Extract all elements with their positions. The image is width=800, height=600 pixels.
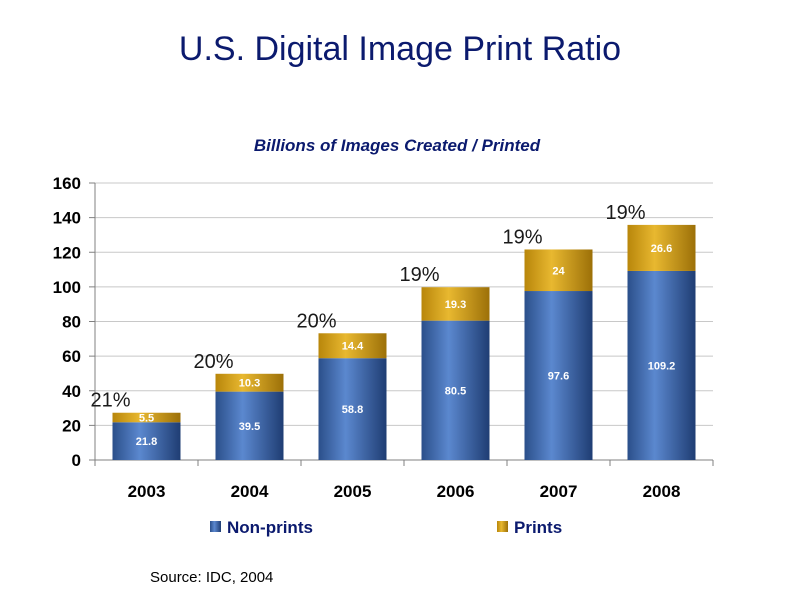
data-label: 21.8	[136, 436, 157, 448]
print-ratio-label: 20%	[296, 310, 336, 332]
bar-non-prints-2005	[318, 358, 387, 460]
chart-subtitle: Billions of Images Created / Printed	[254, 136, 541, 155]
data-label: 14.4	[342, 341, 364, 353]
y-tick-label: 20	[62, 416, 81, 435]
y-tick-label: 60	[62, 347, 81, 366]
x-tick-label: 2008	[643, 482, 681, 501]
data-label: 109.2	[648, 360, 676, 372]
data-label: 80.5	[445, 385, 466, 397]
bar-non-prints-2007	[524, 291, 593, 460]
x-tick-label: 2003	[128, 482, 166, 501]
bar-non-prints-2006	[421, 320, 490, 460]
data-label: 24	[552, 265, 565, 277]
bar-prints-2004	[215, 373, 284, 392]
legend-swatch	[210, 521, 221, 532]
y-tick-label: 140	[53, 209, 81, 228]
bar-non-prints-2008	[627, 270, 696, 460]
data-label: 58.8	[342, 404, 363, 416]
bar-prints-2006	[421, 287, 490, 321]
x-tick-labels: 2003 2004 2005 2006 2007 2008	[128, 482, 681, 501]
y-tick-labels: 0 20 40 60 80 100 120 140 160	[53, 174, 81, 470]
source-note: Source: IDC, 2004	[150, 569, 274, 586]
x-tick-label: 2005	[334, 482, 372, 501]
print-ratio-label: 20%	[193, 351, 233, 373]
data-label: 26.6	[651, 243, 672, 255]
y-tick-label: 160	[53, 174, 81, 193]
y-tick-label: 40	[62, 382, 81, 401]
y-tick-label: 0	[72, 451, 81, 470]
data-label: 39.5	[239, 421, 260, 433]
x-tick-label: 2004	[231, 482, 269, 501]
bar-prints-2008	[627, 224, 696, 271]
print-ratio-label: 19%	[502, 226, 542, 248]
axes	[89, 182, 714, 466]
bar-prints-2005	[318, 333, 387, 359]
data-label: 19.3	[445, 299, 466, 311]
bars	[112, 224, 696, 460]
gridlines	[95, 182, 713, 426]
y-tick-label: 80	[62, 313, 81, 332]
data-label: 97.6	[548, 371, 569, 383]
legend-swatch	[497, 521, 508, 532]
legend: Non-prints Prints	[210, 518, 562, 537]
bar-non-prints-2003	[112, 422, 181, 460]
print-ratio-label: 21%	[90, 390, 130, 412]
slide-title: U.S. Digital Image Print Ratio	[178, 30, 622, 68]
x-tick-label: 2006	[437, 482, 475, 501]
y-tick-label: 100	[53, 278, 81, 297]
x-tick-label: 2007	[540, 482, 578, 501]
y-tick-label: 120	[53, 243, 81, 262]
data-labels: 21.8 5.5 39.5 10.3 58.8 14.4 80.5 19.3 97.6 24 109…	[136, 243, 675, 448]
print-ratio-labels: 21% 20% 20% 19% 19% 19%	[90, 202, 645, 412]
print-ratio-label: 19%	[605, 202, 645, 224]
bar-prints-2003	[112, 412, 181, 423]
legend-label: Prints	[514, 518, 562, 537]
legend-label: Non-prints	[227, 518, 313, 537]
print-ratio-label: 19%	[399, 264, 439, 286]
bar-prints-2007	[524, 249, 593, 292]
data-label: 10.3	[239, 378, 260, 390]
data-label: 5.5	[139, 412, 154, 424]
bar-non-prints-2004	[215, 391, 284, 460]
